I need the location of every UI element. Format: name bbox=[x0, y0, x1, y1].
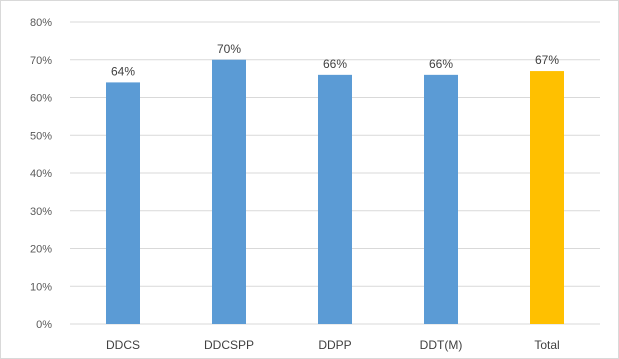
y-tick-label: 40% bbox=[30, 168, 52, 180]
data-label: 64% bbox=[111, 64, 135, 78]
bar bbox=[212, 59, 246, 324]
data-label: 67% bbox=[535, 53, 559, 67]
x-tick-label: DDCSPP bbox=[204, 338, 254, 352]
x-tick-label: DDPP bbox=[318, 338, 351, 352]
y-tick-label: 0% bbox=[36, 319, 52, 331]
y-tick-label: 20% bbox=[30, 244, 52, 256]
y-tick-label: 60% bbox=[30, 93, 52, 105]
y-tick-label: 80% bbox=[30, 17, 52, 29]
data-label: 66% bbox=[429, 57, 453, 71]
y-tick-label: 10% bbox=[30, 281, 52, 293]
bar bbox=[530, 71, 564, 324]
x-tick-label: DDT(M) bbox=[420, 338, 463, 352]
bar bbox=[318, 74, 352, 324]
y-tick-label: 30% bbox=[30, 206, 52, 218]
y-tick-label: 50% bbox=[30, 130, 52, 142]
bar bbox=[106, 82, 140, 325]
x-tick-label: Total bbox=[534, 338, 559, 352]
x-tick-label: DDCS bbox=[106, 338, 140, 352]
data-label: 66% bbox=[323, 57, 347, 71]
data-label: 70% bbox=[217, 42, 241, 56]
y-tick-label: 70% bbox=[30, 55, 52, 67]
bar bbox=[424, 74, 458, 324]
